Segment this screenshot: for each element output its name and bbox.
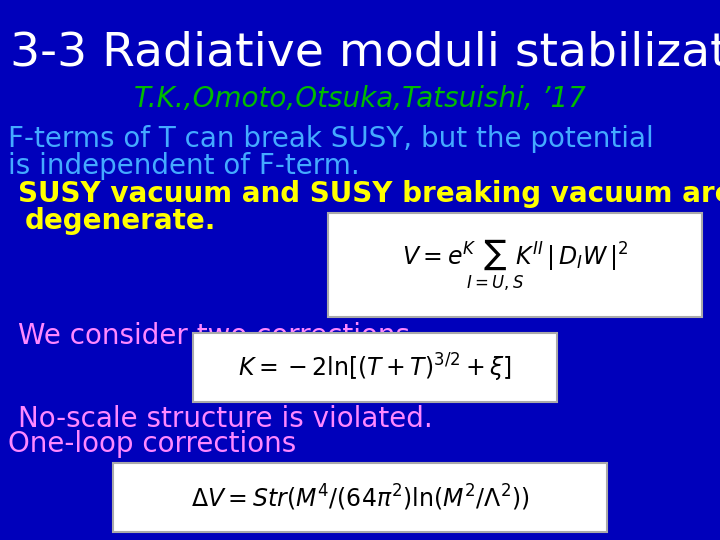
FancyBboxPatch shape [113,463,607,532]
Text: We consider two corrections.: We consider two corrections. [18,322,419,350]
Text: SUSY vacuum and SUSY breaking vacuum are: SUSY vacuum and SUSY breaking vacuum are [18,180,720,208]
Text: is independent of F-term.: is independent of F-term. [8,152,360,180]
FancyBboxPatch shape [193,333,557,402]
Text: T.K.,Omoto,Otsuka,Tatsuishi, ’17: T.K.,Omoto,Otsuka,Tatsuishi, ’17 [134,85,586,113]
Text: $K = -2\ln[(T+T)^{3/2} + \xi]$: $K = -2\ln[(T+T)^{3/2} + \xi]$ [238,352,512,383]
Text: $V = e^{K}\!\!\sum_{I=U,S}\!\!K^{II}\,|\,D_I W\,|^2$: $V = e^{K}\!\!\sum_{I=U,S}\!\!K^{II}\,|\… [402,238,629,293]
Text: One-loop corrections: One-loop corrections [8,430,296,458]
Text: $\Delta V = Str(M^4/(64\pi^2)\ln(M^2/\Lambda^2))$: $\Delta V = Str(M^4/(64\pi^2)\ln(M^2/\La… [191,482,529,512]
Text: 3-3 Radiative moduli stabilization: 3-3 Radiative moduli stabilization [10,30,720,75]
Text: No-scale structure is violated.: No-scale structure is violated. [18,405,433,433]
FancyBboxPatch shape [328,213,702,317]
Text: F-terms of T can break SUSY, but the potential: F-terms of T can break SUSY, but the pot… [8,125,654,153]
Text: degenerate.: degenerate. [25,207,217,235]
